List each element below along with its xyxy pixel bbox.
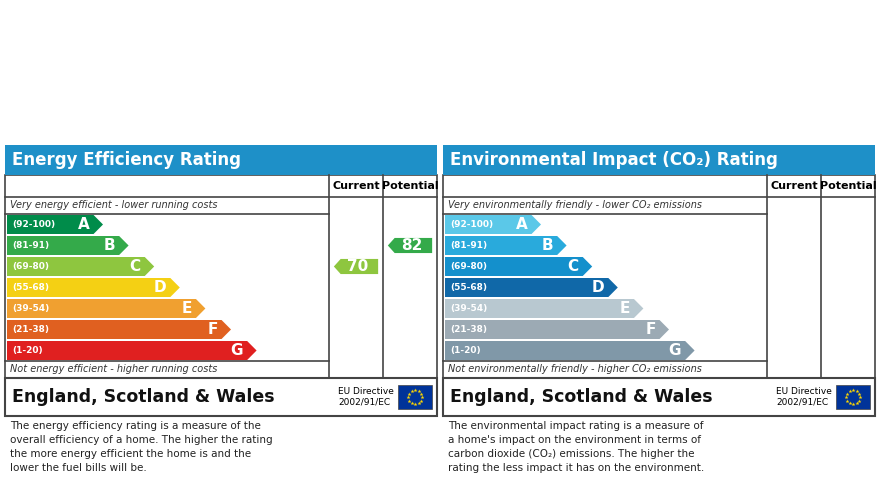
Text: Not environmentally friendly - higher CO₂ emissions: Not environmentally friendly - higher CO…	[448, 364, 702, 375]
Text: E: E	[181, 301, 192, 316]
Text: B: B	[104, 238, 115, 253]
Bar	[836, 385, 870, 409]
Polygon shape	[7, 278, 180, 297]
Text: (1-20): (1-20)	[450, 346, 480, 355]
Text: (39-54): (39-54)	[12, 304, 49, 313]
Text: EU Directive
2002/91/EC: EU Directive 2002/91/EC	[338, 387, 394, 407]
Text: Energy Efficiency Rating: Energy Efficiency Rating	[12, 151, 241, 169]
Text: (92-100): (92-100)	[450, 220, 493, 229]
Text: Very energy efficient - lower running costs: Very energy efficient - lower running co…	[10, 201, 217, 211]
Polygon shape	[445, 215, 541, 234]
Bar	[443, 145, 875, 175]
Polygon shape	[445, 257, 592, 276]
Text: 70: 70	[347, 259, 369, 274]
Text: D: D	[591, 280, 605, 295]
Bar	[5, 145, 437, 175]
Text: Very environmentally friendly - lower CO₂ emissions: Very environmentally friendly - lower CO…	[448, 201, 702, 211]
Text: England, Scotland & Wales: England, Scotland & Wales	[12, 388, 275, 406]
Polygon shape	[7, 236, 128, 255]
Text: (69-80): (69-80)	[12, 262, 49, 271]
Text: F: F	[645, 322, 656, 337]
Polygon shape	[388, 238, 432, 253]
Polygon shape	[445, 320, 669, 339]
Text: C: C	[568, 259, 579, 274]
Text: The energy efficiency rating is a measure of the
overall efficiency of a home. T: The energy efficiency rating is a measur…	[10, 421, 273, 473]
Text: Not energy efficient - higher running costs: Not energy efficient - higher running co…	[10, 364, 217, 375]
Text: (55-68): (55-68)	[450, 283, 487, 292]
Polygon shape	[445, 278, 618, 297]
Text: D: D	[154, 280, 166, 295]
Text: C: C	[129, 259, 141, 274]
Polygon shape	[445, 299, 643, 318]
Text: A: A	[516, 217, 527, 232]
Bar	[443, 175, 875, 378]
Bar	[398, 385, 432, 409]
Text: (92-100): (92-100)	[12, 220, 55, 229]
Polygon shape	[7, 299, 205, 318]
Text: Potential: Potential	[382, 181, 438, 191]
Text: Potential: Potential	[819, 181, 876, 191]
Bar	[5, 175, 437, 378]
Polygon shape	[445, 341, 694, 360]
Bar	[5, 378, 437, 416]
Polygon shape	[445, 236, 567, 255]
Text: (55-68): (55-68)	[12, 283, 49, 292]
Text: (21-38): (21-38)	[12, 325, 49, 334]
Text: (81-91): (81-91)	[450, 241, 488, 250]
Text: Environmental Impact (CO₂) Rating: Environmental Impact (CO₂) Rating	[450, 151, 778, 169]
Text: (39-54): (39-54)	[450, 304, 488, 313]
Text: Current: Current	[332, 181, 380, 191]
Text: (21-38): (21-38)	[450, 325, 487, 334]
Text: The environmental impact rating is a measure of
a home's impact on the environme: The environmental impact rating is a mea…	[448, 421, 704, 473]
Polygon shape	[7, 215, 103, 234]
Text: G: G	[669, 343, 681, 358]
Text: F: F	[207, 322, 217, 337]
Text: 82: 82	[401, 238, 422, 253]
Text: B: B	[541, 238, 554, 253]
Text: A: A	[77, 217, 90, 232]
Text: England, Scotland & Wales: England, Scotland & Wales	[450, 388, 713, 406]
Text: (69-80): (69-80)	[450, 262, 487, 271]
Bar	[443, 378, 875, 416]
Text: EU Directive
2002/91/EC: EU Directive 2002/91/EC	[776, 387, 832, 407]
Text: (81-91): (81-91)	[12, 241, 49, 250]
Text: Current: Current	[770, 181, 818, 191]
Polygon shape	[7, 320, 231, 339]
Polygon shape	[7, 257, 154, 276]
Polygon shape	[334, 259, 378, 274]
Text: G: G	[231, 343, 243, 358]
Polygon shape	[7, 341, 257, 360]
Text: (1-20): (1-20)	[12, 346, 42, 355]
Text: E: E	[620, 301, 630, 316]
